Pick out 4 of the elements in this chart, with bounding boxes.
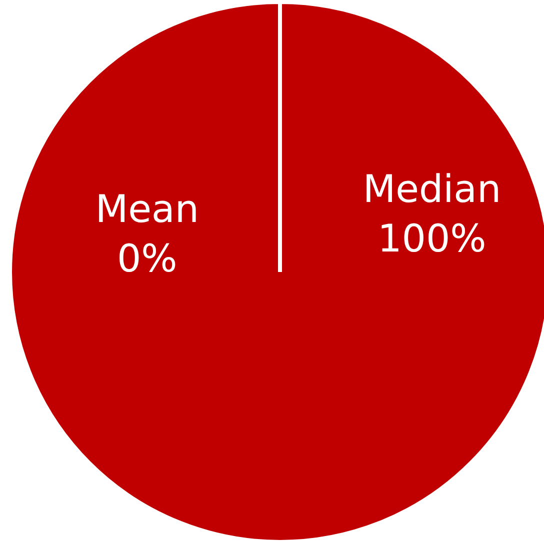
data-label: 100%: [378, 216, 486, 260]
category-label: Mean: [95, 187, 199, 232]
slice-label: Median: [362, 166, 502, 211]
text: 0%: [116, 236, 178, 281]
